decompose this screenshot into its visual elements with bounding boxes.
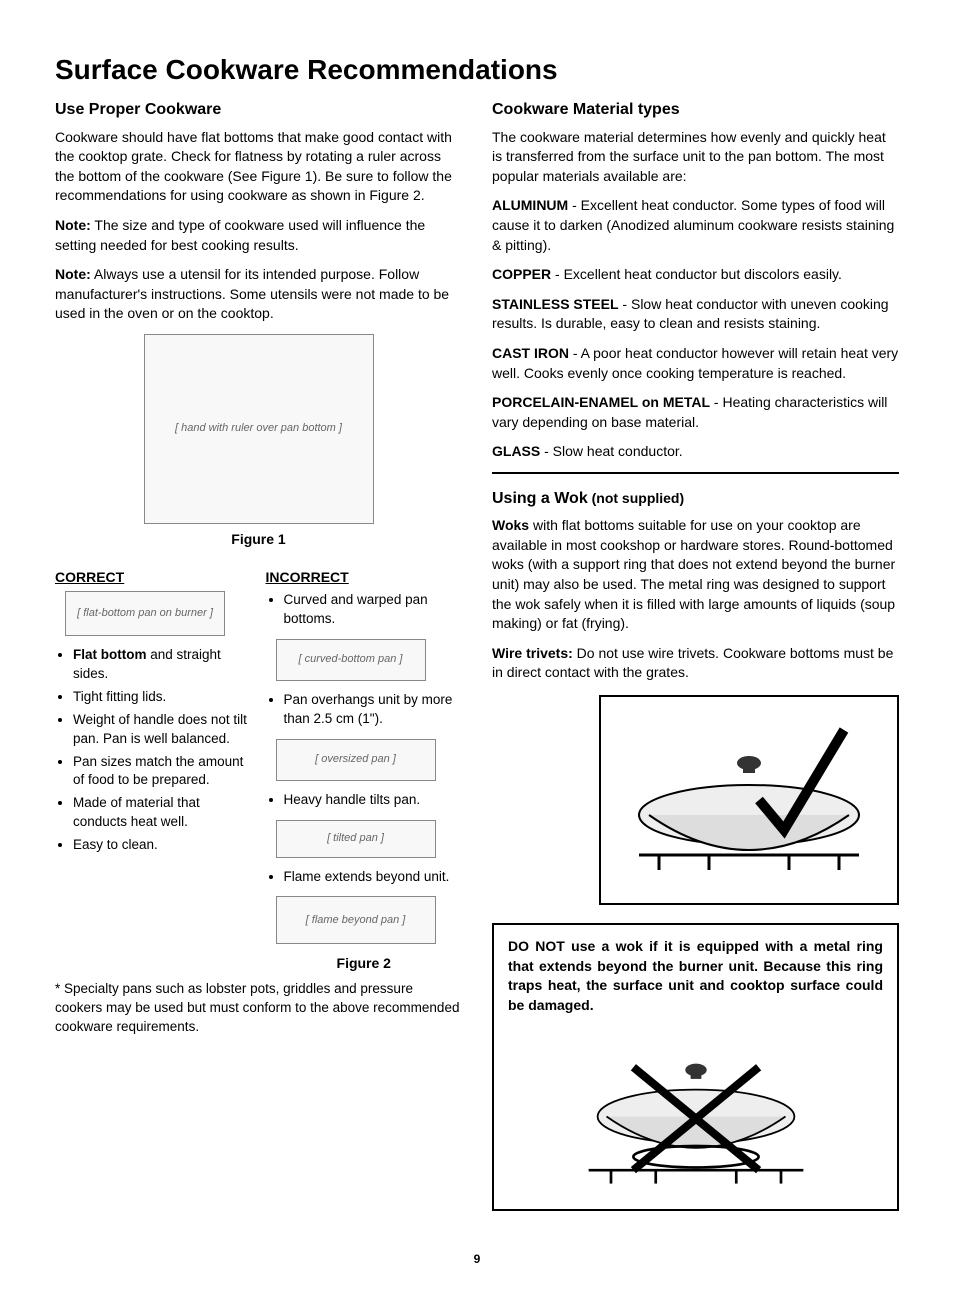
heading-use-proper: Use Proper Cookware bbox=[55, 99, 462, 121]
material-pem-label: PORCELAIN-ENAMEL on METAL bbox=[492, 394, 710, 410]
incorrect-heading: INCORRECT bbox=[266, 568, 463, 588]
asterisk-note: * Specialty pans such as lobster pots, g… bbox=[55, 980, 462, 1037]
wok-correct-figure bbox=[599, 695, 899, 905]
heading-wok-sub: (not supplied) bbox=[588, 490, 684, 506]
material-ci-label: CAST IRON bbox=[492, 345, 569, 361]
material-copper-text: - Excellent heat conductor but discolors… bbox=[551, 266, 842, 282]
correct-item-4: Made of material that conducts heat well… bbox=[73, 794, 252, 832]
heading-material-types: Cookware Material types bbox=[492, 99, 899, 121]
incorrect-list-2: Heavy handle tilts pan. bbox=[266, 791, 463, 810]
incorrect-column: INCORRECT Curved and warped pan bottoms.… bbox=[266, 568, 463, 975]
incorrect-item-2: Heavy handle tilts pan. bbox=[284, 791, 463, 810]
correct-item-2: Weight of handle does not tilt pan. Pan … bbox=[73, 711, 252, 749]
material-copper: COPPER - Excellent heat conductor but di… bbox=[492, 265, 899, 285]
divider bbox=[492, 472, 899, 474]
left-column: Use Proper Cookware Cookware should have… bbox=[55, 99, 462, 1211]
wok-incorrect-figure bbox=[508, 1027, 883, 1197]
figure-1-image: [ hand with ruler over pan bottom ] bbox=[144, 334, 374, 524]
incorrect-item-0: Curved and warped pan bottoms. bbox=[284, 591, 463, 629]
para-wok-text: with flat bottoms suitable for use on yo… bbox=[492, 517, 895, 631]
correct-item-1: Tight fitting lids. bbox=[73, 688, 252, 707]
correct-item-0-bold: Flat bottom bbox=[73, 647, 147, 662]
material-glass-text: - Slow heat conductor. bbox=[540, 443, 682, 459]
warning-box: DO NOT use a wok if it is equipped with … bbox=[492, 923, 899, 1211]
correct-list: Flat bottom and straight sides. Tight fi… bbox=[55, 646, 252, 855]
para-material-intro: The cookware material determines how eve… bbox=[492, 128, 899, 187]
incorrect-item-3: Flame extends beyond unit. bbox=[284, 868, 463, 887]
wok-incorrect-icon bbox=[566, 1027, 826, 1197]
note-2-text: Always use a utensil for its intended pu… bbox=[55, 266, 449, 321]
heading-using-wok: Using a Wok (not supplied) bbox=[492, 488, 899, 510]
correct-figure: [ flat-bottom pan on burner ] bbox=[65, 591, 225, 636]
correct-item-0: Flat bottom and straight sides. bbox=[73, 646, 252, 684]
note-1-text: The size and type of cookware used will … bbox=[55, 217, 425, 253]
material-cast-iron: CAST IRON - A poor heat conductor howeve… bbox=[492, 344, 899, 383]
page-number: 9 bbox=[55, 1251, 899, 1268]
material-aluminum: ALUMINUM - Excellent heat conductor. Som… bbox=[492, 196, 899, 255]
note-1: Note: The size and type of cookware used… bbox=[55, 216, 462, 255]
para-wire-trivets: Wire trivets: Do not use wire trivets. C… bbox=[492, 644, 899, 683]
note-1-label: Note: bbox=[55, 217, 91, 233]
correct-item-5: Easy to clean. bbox=[73, 836, 252, 855]
wok-correct-icon bbox=[609, 705, 889, 895]
incorrect-item-1: Pan overhangs unit by more than 2.5 cm (… bbox=[284, 691, 463, 729]
material-glass: GLASS - Slow heat conductor. bbox=[492, 442, 899, 462]
material-porcelain-enamel: PORCELAIN-ENAMEL on METAL - Heating char… bbox=[492, 393, 899, 432]
warning-text: DO NOT use a wok if it is equipped with … bbox=[508, 937, 883, 1015]
material-aluminum-label: ALUMINUM bbox=[492, 197, 568, 213]
right-column: Cookware Material types The cookware mat… bbox=[492, 99, 899, 1211]
correct-item-3: Pan sizes match the amount of food to be… bbox=[73, 753, 252, 791]
correct-column: CORRECT [ flat-bottom pan on burner ] Fl… bbox=[55, 568, 252, 975]
incorrect-list-1: Pan overhangs unit by more than 2.5 cm (… bbox=[266, 691, 463, 729]
page-title: Surface Cookware Recommendations bbox=[55, 50, 899, 89]
material-stainless-steel: STAINLESS STEEL - Slow heat conductor wi… bbox=[492, 295, 899, 334]
incorrect-fig-2: [ tilted pan ] bbox=[276, 820, 436, 858]
material-ss-label: STAINLESS STEEL bbox=[492, 296, 619, 312]
material-copper-label: COPPER bbox=[492, 266, 551, 282]
para-wok: Woks with flat bottoms suitable for use … bbox=[492, 516, 899, 634]
heading-wok-main: Using a Wok bbox=[492, 490, 588, 507]
incorrect-fig-0: [ curved-bottom pan ] bbox=[276, 639, 426, 681]
correct-heading: CORRECT bbox=[55, 568, 252, 588]
figure-2-caption: Figure 2 bbox=[266, 954, 463, 974]
incorrect-fig-3: [ flame beyond pan ] bbox=[276, 896, 436, 944]
figure-1-caption: Figure 1 bbox=[231, 530, 285, 550]
wire-trivets-label: Wire trivets: bbox=[492, 645, 573, 661]
incorrect-list-3: Flame extends beyond unit. bbox=[266, 868, 463, 887]
incorrect-list: Curved and warped pan bottoms. bbox=[266, 591, 463, 629]
note-2-label: Note: bbox=[55, 266, 91, 282]
material-glass-label: GLASS bbox=[492, 443, 540, 459]
para-use-proper: Cookware should have flat bottoms that m… bbox=[55, 128, 462, 206]
incorrect-fig-1: [ oversized pan ] bbox=[276, 739, 436, 781]
para-wok-bold: Woks bbox=[492, 517, 529, 533]
figure-1: [ hand with ruler over pan bottom ] Figu… bbox=[55, 334, 462, 550]
note-2: Note: Always use a utensil for its inten… bbox=[55, 265, 462, 324]
